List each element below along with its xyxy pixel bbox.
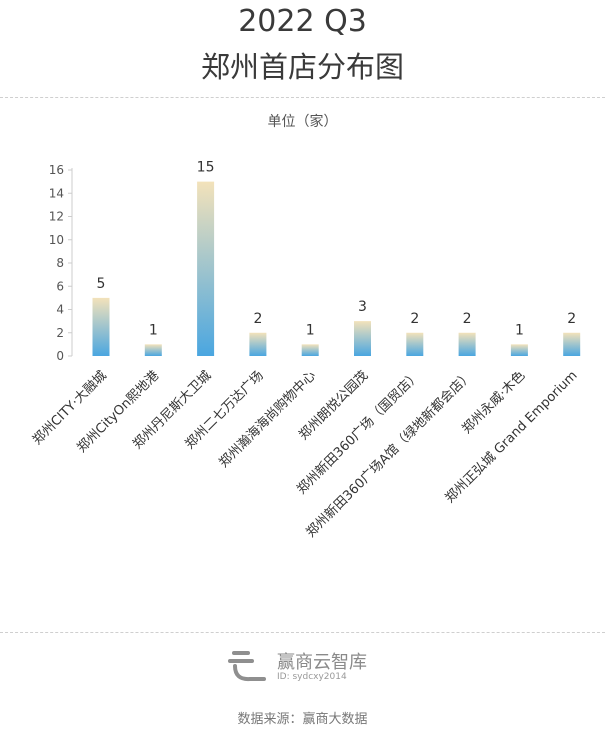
y-tick-label-0: 0 bbox=[56, 349, 64, 363]
bar-2 bbox=[197, 181, 215, 356]
y-tick-label-3: 6 bbox=[56, 279, 64, 293]
x-category-label-4: 郑州瀚海海尚购物中心 bbox=[216, 368, 319, 471]
bar-3 bbox=[249, 332, 267, 356]
data-label-2: 15 bbox=[197, 160, 215, 176]
y-tick-label-8: 16 bbox=[49, 163, 64, 177]
unit-label: 单位（家） bbox=[267, 114, 338, 130]
y-tick-label-5: 10 bbox=[49, 233, 64, 247]
data-source: 数据来源：赢商大数据 bbox=[237, 712, 368, 727]
data-label-6: 2 bbox=[410, 311, 419, 327]
chart-title-line1: 2022 Q3 bbox=[238, 4, 367, 39]
y-tick-label-2: 4 bbox=[56, 303, 64, 317]
y-tick-label-6: 12 bbox=[49, 210, 64, 224]
data-label-9: 2 bbox=[567, 311, 576, 327]
x-axis-labels: 郑州CITY·大融城郑州CityOn熙地港郑州丹尼斯大卫城郑州二七万达广场郑州瀚… bbox=[30, 368, 581, 541]
bar-4 bbox=[301, 344, 319, 356]
divider-top bbox=[0, 97, 605, 98]
bar-7 bbox=[458, 332, 476, 356]
data-label-5: 3 bbox=[358, 299, 367, 315]
bar-6 bbox=[406, 332, 424, 356]
data-label-7: 2 bbox=[463, 311, 472, 327]
bar-8 bbox=[510, 344, 528, 356]
data-label-1: 1 bbox=[149, 322, 158, 338]
y-axis: 0 2 4 6 8 10 12 14 16 bbox=[49, 163, 73, 363]
bar-1 bbox=[144, 344, 162, 356]
brand-id: ID: sydcxy2014 bbox=[277, 672, 347, 682]
bar-0 bbox=[92, 297, 110, 356]
divider-bottom bbox=[0, 632, 605, 633]
data-label-4: 1 bbox=[306, 322, 315, 338]
data-label-0: 5 bbox=[97, 276, 106, 292]
data-label-8: 1 bbox=[515, 322, 524, 338]
bars-group: 5 1 15 2 1 3 2 2 1 2 bbox=[92, 160, 581, 356]
chart-title-line2: 郑州首店分布图 bbox=[200, 50, 404, 84]
bar-9 bbox=[563, 332, 581, 356]
y-tick-label-4: 8 bbox=[56, 256, 64, 270]
y-tick-label-1: 2 bbox=[56, 326, 64, 340]
bar-5 bbox=[354, 321, 371, 356]
brand-logo-icon bbox=[228, 651, 266, 682]
brand-name: 赢商云智库 bbox=[277, 652, 367, 673]
data-label-3: 2 bbox=[253, 311, 262, 327]
y-tick-label-7: 14 bbox=[49, 186, 64, 200]
